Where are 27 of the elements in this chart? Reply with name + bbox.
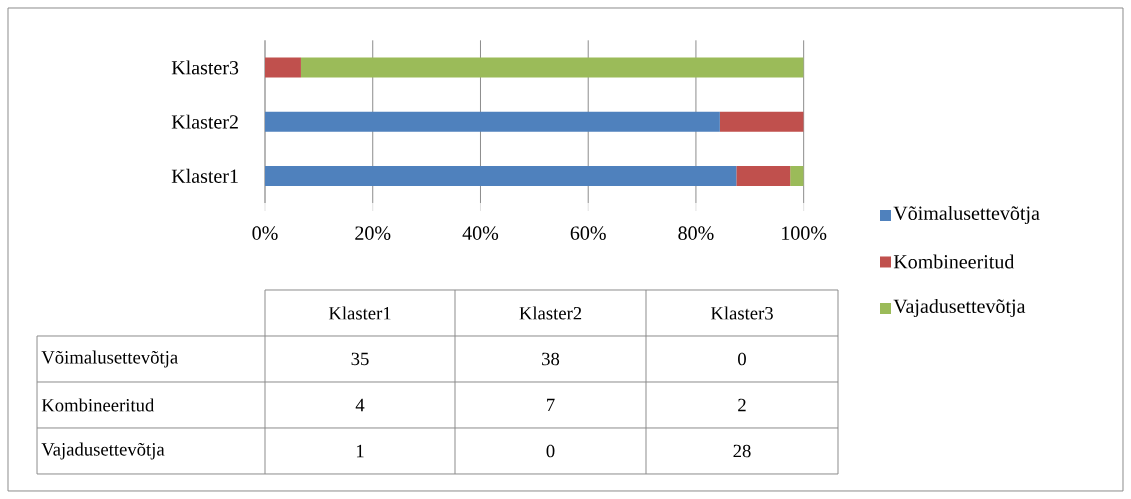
- text: 0: [546, 444, 555, 458]
- text: Kombineeritud: [41, 398, 155, 412]
- text: Võimalusettevõtja: [41, 350, 178, 368]
- y-tick-label: Klaster1: [171, 168, 238, 183]
- x-tick-label: 60%: [570, 226, 606, 240]
- legend-label: Kombineeritud: [893, 254, 1015, 269]
- text: 28: [733, 444, 751, 458]
- legend-label: Võimalusettevõtja: [893, 205, 1040, 225]
- x-tick-label: 100%: [782, 226, 827, 240]
- category-label: Klaster1: [328, 306, 391, 320]
- text: 4: [355, 398, 365, 412]
- x-tick-label: 80%: [678, 226, 714, 240]
- category-label: Klaster3: [710, 306, 773, 320]
- text: 0: [738, 352, 746, 366]
- y-tick-label: Klaster3: [171, 60, 239, 75]
- legend-label: Vajadusettevõtja: [893, 298, 1026, 318]
- text: 1: [356, 444, 364, 458]
- x-tick-label: 20%: [355, 226, 391, 240]
- text: 7: [547, 398, 555, 412]
- x-tick-label: 0%: [252, 226, 278, 240]
- text: Vajadusettevõtja: [41, 442, 165, 460]
- text: 38: [542, 352, 560, 366]
- text: 2: [738, 398, 746, 412]
- text: 35: [351, 352, 369, 366]
- y-tick-label: Klaster2: [171, 114, 238, 129]
- x-tick-label: 40%: [462, 226, 499, 240]
- category-label: Klaster2: [519, 306, 582, 320]
